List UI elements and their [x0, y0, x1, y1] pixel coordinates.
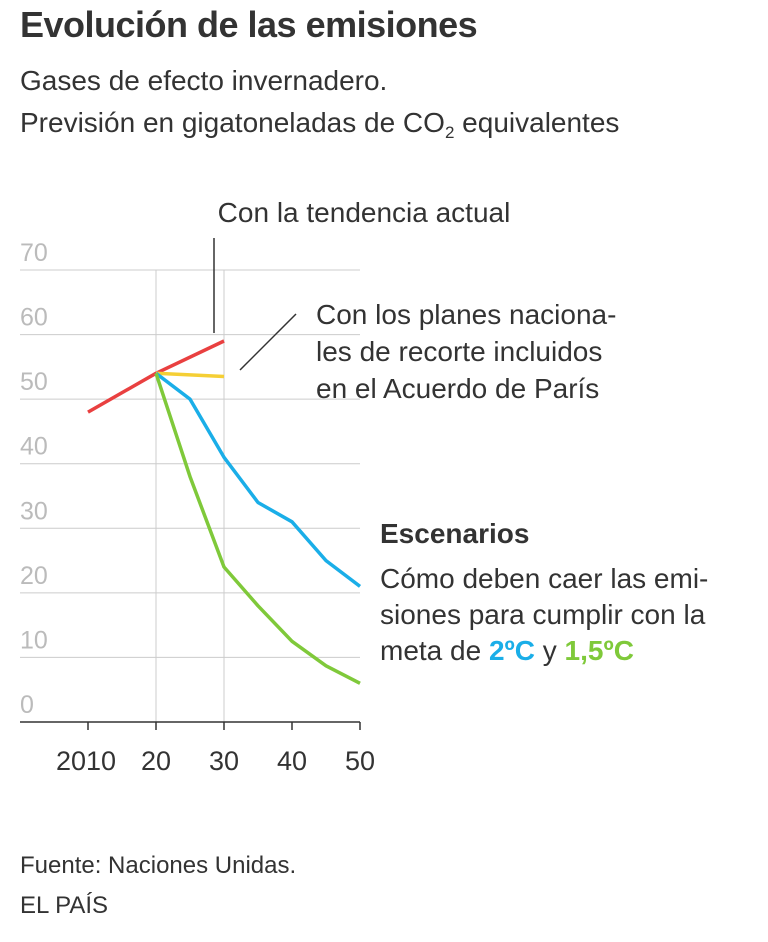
- plans-leader-line: [239, 313, 297, 371]
- y-tick-label-0: 0: [20, 691, 34, 719]
- scenarios-title: Escenarios: [380, 518, 529, 549]
- x-tick-label-40: 40: [277, 746, 307, 776]
- subtitle-line-2-text: Previsión en gigatoneladas de CO: [20, 107, 445, 138]
- scenarios-text-line: siones para cumplir con la: [380, 599, 706, 630]
- y-tick-label-10: 10: [20, 626, 48, 654]
- scenarios-and-text: y: [535, 635, 565, 666]
- series-2c-line: [154, 371, 362, 588]
- trend-annotation: Con la tendencia actual: [218, 197, 511, 228]
- y-tick-label-40: 40: [20, 433, 48, 461]
- scenario-15c-label: 1,5ºC: [565, 635, 634, 666]
- series-plans-line: [155, 371, 225, 379]
- y-tick-label-60: 60: [20, 304, 48, 332]
- series-15c-line: [154, 372, 361, 685]
- y-tick-label-50: 50: [20, 368, 48, 396]
- subtitle-line-2: Previsión en gigatoneladas de CO2 equiva…: [20, 102, 619, 144]
- y-tick-label-70: 70: [20, 239, 48, 267]
- y-tick-label-30: 30: [20, 497, 48, 525]
- chart-subtitle: Gases de efecto invernadero. Previsión e…: [20, 60, 619, 144]
- source-note: Fuente: Naciones Unidas.: [20, 852, 297, 879]
- footer: Fuente: Naciones Unidas. EL PAÍS: [20, 846, 296, 926]
- subtitle-subscript: 2: [444, 123, 455, 142]
- chart-title: Evolución de las emisiones: [20, 4, 478, 45]
- x-tick-label-30: 30: [209, 746, 239, 776]
- subtitle-line-1: Gases de efecto invernadero.: [20, 65, 388, 96]
- brand-label: EL PAÍS: [20, 892, 109, 919]
- x-tick-label-20: 20: [141, 746, 171, 776]
- plans-annotation-line: en el Acuerdo de París: [316, 373, 599, 404]
- scenarios-text-last-line: meta de 2ºC y 1,5ºC: [380, 635, 634, 666]
- scenario-2c-label: 2ºC: [489, 635, 535, 666]
- y-tick-label-20: 20: [20, 562, 48, 590]
- scenarios-text-line: Cómo deben caer las emi-: [380, 563, 708, 594]
- scenarios-meta-text: meta de: [380, 635, 489, 666]
- plans-annotation-line: Con los planes naciona-: [316, 299, 616, 330]
- plans-annotation-line: les de recorte incluidos: [316, 336, 602, 367]
- subtitle-line-2-end: equivalentes: [454, 107, 620, 138]
- x-tick-label-50: 50: [345, 746, 375, 776]
- x-tick-label-2010: 2010: [56, 746, 116, 776]
